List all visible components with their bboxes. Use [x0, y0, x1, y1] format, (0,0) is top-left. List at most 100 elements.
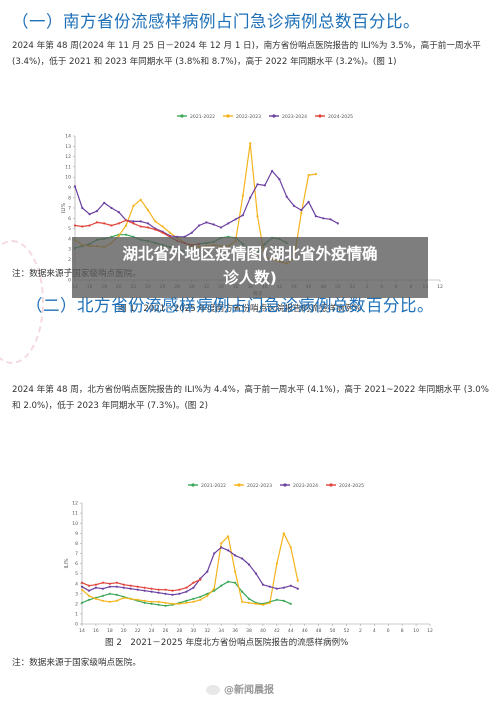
- data-point-2021-2022: [241, 590, 244, 593]
- data-point-2023-2024: [300, 209, 303, 212]
- data-point-2022-2023: [227, 535, 230, 538]
- data-point-2021-2022: [108, 592, 111, 595]
- data-point-2024-2025: [157, 588, 160, 591]
- data-point-2022-2023: [275, 562, 278, 565]
- section2-paragraph: 2024 年第 48 周，北方省份哨点医院报告的 ILI%为 4.4%，高于前一…: [12, 385, 489, 411]
- y-tick-label: 1: [68, 267, 71, 273]
- data-point-2023-2024: [178, 592, 181, 595]
- y-tick-label: 14: [65, 134, 71, 140]
- data-point-2023-2024: [108, 585, 111, 588]
- data-point-2022-2023: [199, 598, 202, 601]
- y-tick-label: 5: [75, 571, 78, 577]
- chart-legend: 2021-2022 2022-2023 2023-2024 2024-2025: [188, 483, 364, 489]
- y-tick-label: 10: [65, 175, 71, 181]
- data-point-2021-2022: [125, 233, 128, 236]
- data-point-2023-2024: [322, 217, 325, 220]
- data-point-2022-2023: [249, 142, 252, 145]
- data-point-2023-2024: [101, 587, 104, 590]
- y-tick-label: 5: [68, 226, 71, 232]
- data-point-2023-2024: [205, 221, 208, 224]
- x-tick-label: 28: [177, 628, 183, 634]
- data-point-2022-2023: [132, 204, 135, 207]
- data-point-2021-2022: [206, 592, 209, 595]
- data-point-2022-2023: [168, 231, 171, 234]
- data-point-2023-2024: [247, 563, 251, 566]
- data-point-2022-2023: [129, 597, 132, 600]
- y-tick-label: 11: [65, 164, 71, 170]
- section2-note: 注：数据来源于国家级哨点医院。: [12, 658, 141, 668]
- y-tick-label: 12: [65, 154, 71, 160]
- data-point-2023-2024: [80, 585, 84, 588]
- overlay-line-2: 诊人数): [223, 269, 277, 287]
- data-point-2024-2025: [95, 221, 98, 224]
- data-point-2024-2025: [122, 583, 125, 586]
- data-point-2021-2022: [199, 595, 202, 598]
- x-tick-label: 34: [218, 628, 224, 634]
- data-point-2024-2025: [199, 578, 202, 581]
- data-point-2023-2024: [336, 222, 339, 225]
- data-point-2023-2024: [212, 223, 215, 226]
- weibo-watermark-text: @新闻晨报: [224, 685, 274, 696]
- data-point-2021-2022: [143, 601, 146, 604]
- y-tick-label: 8: [75, 541, 78, 547]
- data-point-2023-2024: [261, 583, 265, 586]
- data-point-2021-2022: [213, 589, 216, 592]
- data-point-2024-2025: [129, 584, 132, 587]
- y-tick-label: 11: [72, 511, 78, 517]
- data-point-2022-2023: [261, 603, 265, 606]
- data-point-2022-2023: [206, 594, 209, 597]
- data-point-2023-2024: [164, 592, 167, 595]
- y-tick-label: 2: [68, 257, 71, 263]
- legend-label: 2021-2022: [201, 483, 226, 489]
- data-point-2021-2022: [185, 599, 188, 602]
- data-point-2023-2024: [268, 585, 271, 588]
- x-tick-label: 12: [427, 628, 433, 634]
- section1-title: （一）南方省份流感样病例占门急诊病例总数百分比。: [12, 12, 420, 31]
- data-point-2022-2023: [314, 173, 317, 176]
- data-point-2023-2024: [263, 184, 266, 187]
- data-point-2021-2022: [150, 602, 153, 605]
- data-point-2023-2024: [307, 200, 310, 203]
- x-tick-label: 46: [302, 628, 308, 634]
- data-point-2021-2022: [220, 584, 223, 587]
- legend-label: 2024-2025: [339, 483, 364, 489]
- data-point-2023-2024: [292, 204, 296, 207]
- data-point-2023-2024: [88, 213, 91, 216]
- data-point-2023-2024: [95, 210, 98, 213]
- data-point-2023-2024: [143, 589, 146, 592]
- data-point-2023-2024: [103, 201, 106, 204]
- x-tick-label: 48: [316, 628, 322, 634]
- legend-marker: [237, 483, 241, 487]
- legend-marker: [272, 114, 276, 118]
- legend-label: 2023-2024: [293, 483, 318, 489]
- data-point-2022-2023: [171, 602, 174, 605]
- data-point-2023-2024: [213, 552, 216, 555]
- data-point-2021-2022: [192, 597, 195, 600]
- data-point-2023-2024: [192, 586, 195, 589]
- y-tick-label: 0: [68, 278, 71, 284]
- y-tick-label: 13: [65, 144, 71, 150]
- data-point-2021-2022: [289, 602, 292, 605]
- data-point-2021-2022: [247, 597, 251, 600]
- data-point-2022-2023: [143, 599, 146, 602]
- y-tick-label: 6: [75, 561, 78, 567]
- overlay-line-1: 湖北省外地区疫情图(湖北省外疫情确: [122, 245, 378, 263]
- data-point-2023-2024: [150, 590, 153, 593]
- data-point-2022-2023: [192, 600, 195, 603]
- chart-legend: 2021-2022 2022-2023 2023-2024 2024-2025: [177, 114, 353, 120]
- y-tick-label: 8: [68, 195, 71, 201]
- data-point-2023-2024: [219, 226, 223, 229]
- data-point-2023-2024: [115, 585, 118, 588]
- data-point-2024-2025: [108, 582, 111, 585]
- data-point-2023-2024: [249, 196, 252, 199]
- data-point-2024-2025: [115, 581, 118, 584]
- legend-marker: [318, 114, 322, 118]
- x-tick-label: 50: [330, 628, 336, 634]
- data-point-2022-2023: [161, 225, 164, 228]
- data-point-2022-2023: [254, 602, 258, 605]
- data-point-2024-2025: [80, 581, 84, 584]
- data-point-2022-2023: [300, 212, 303, 215]
- x-tick-label: 36: [232, 628, 238, 634]
- y-tick-label: 2: [75, 601, 78, 607]
- y-tick-label: 3: [75, 591, 78, 597]
